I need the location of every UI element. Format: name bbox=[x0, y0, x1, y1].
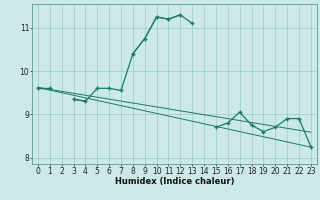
X-axis label: Humidex (Indice chaleur): Humidex (Indice chaleur) bbox=[115, 177, 234, 186]
